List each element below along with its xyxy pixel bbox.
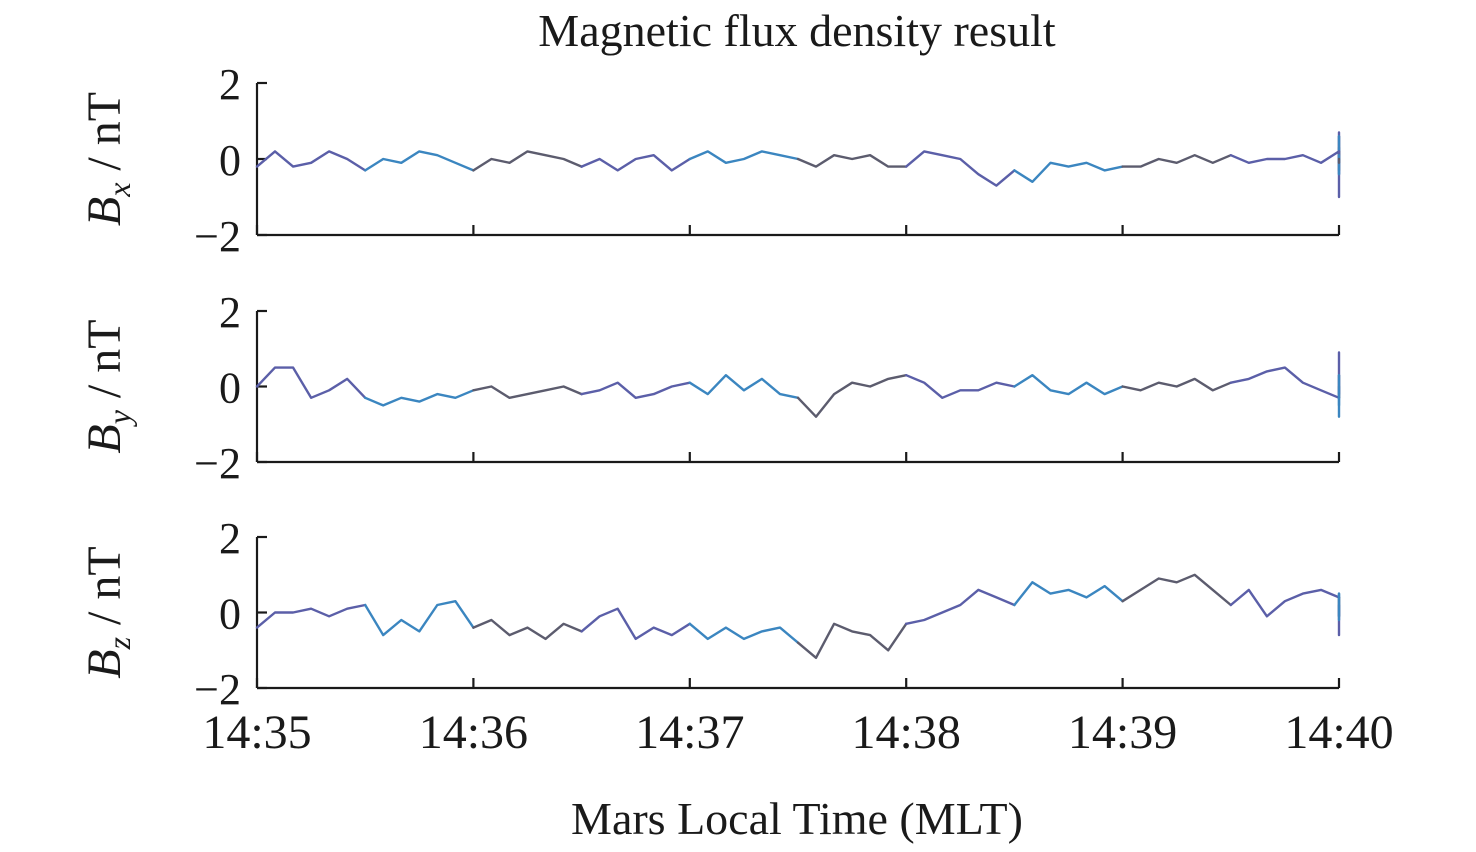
x-tick-label: 14:40 — [1284, 706, 1393, 759]
y-axis-label-unit: / nT — [78, 546, 131, 637]
series-line — [255, 351, 1341, 418]
x-tick-label: 14:37 — [635, 706, 744, 759]
y-axis-label-subscript: x — [101, 183, 137, 198]
series-segment — [688, 622, 800, 644]
series-segment — [1229, 366, 1341, 399]
y-axis-label: Bx / nT — [78, 92, 137, 226]
y-axis-label-symbol: B — [78, 649, 131, 678]
y-tick-label: −2 — [194, 212, 241, 261]
series-segment — [796, 154, 908, 168]
series-segment — [255, 150, 367, 172]
series-segment — [1229, 588, 1341, 618]
y-tick-label: −2 — [194, 439, 241, 488]
series-line — [255, 573, 1341, 659]
series-segment — [688, 374, 800, 399]
y-tick-label: 2 — [219, 60, 241, 109]
series-segment — [905, 588, 1016, 625]
y-axis-label: By / nT — [78, 319, 137, 453]
series-line — [255, 131, 1341, 199]
series-segment — [364, 600, 475, 637]
y-axis-label-subscript: y — [101, 409, 137, 427]
series-segment — [472, 385, 583, 399]
panel-bz: 2 0 −2 Bz / nT — [78, 514, 1341, 714]
series-segment — [1013, 374, 1124, 396]
y-tick-label: −2 — [194, 665, 241, 714]
y-tick-label: 0 — [219, 364, 241, 413]
series-segment — [1229, 150, 1341, 164]
y-tick-label: 0 — [219, 136, 241, 185]
series-segment — [688, 150, 800, 164]
series-segment — [255, 603, 367, 629]
x-tick-label: 14:36 — [419, 706, 528, 759]
x-axis-label: Mars Local Time (MLT) — [571, 793, 1023, 844]
y-tick-label: 0 — [219, 590, 241, 639]
x-tick-label: 14:35 — [202, 706, 311, 759]
series-segment — [364, 389, 475, 407]
panel-bx: 2 0 −2 Bx / nT — [78, 60, 1341, 261]
panel-by: 2 0 −2 By / nT — [78, 288, 1341, 488]
series-segment — [580, 381, 691, 399]
x-tick-labels: 14:35 14:36 14:37 14:38 14:39 14:40 — [202, 706, 1393, 759]
series-segment — [472, 618, 583, 641]
y-tick-label: 2 — [219, 514, 241, 563]
series-segment — [905, 150, 1016, 187]
series-segment — [1013, 161, 1124, 183]
y-axis-label-unit: / nT — [78, 319, 131, 410]
series-segment — [796, 622, 908, 659]
series-segment — [905, 374, 1016, 399]
series-segment — [1121, 377, 1232, 392]
chart-title: Magnetic flux density result — [538, 5, 1056, 56]
series-segment — [472, 150, 583, 172]
y-axis-label-subscript: z — [101, 636, 137, 650]
series-segment — [255, 366, 367, 399]
x-tick-label: 14:39 — [1068, 706, 1177, 759]
y-axis-label-symbol: B — [78, 424, 131, 453]
series-segment — [580, 607, 691, 641]
y-axis-label: Bz / nT — [78, 546, 137, 678]
y-axis-label-symbol: B — [78, 197, 131, 226]
series-segment — [1121, 154, 1232, 168]
series-segment — [1013, 581, 1124, 607]
y-axis-label-unit: / nT — [78, 92, 131, 183]
x-tick-label: 14:38 — [852, 706, 961, 759]
panels: 2 0 −2 Bx / nT 2 0 −2 By / nT 2 0 −2 Bz / nT — [78, 60, 1341, 714]
series-segment — [364, 150, 475, 172]
series-segment — [580, 154, 691, 172]
series-segment — [1121, 573, 1232, 607]
series-segment — [796, 374, 908, 418]
y-tick-label: 2 — [219, 288, 241, 337]
